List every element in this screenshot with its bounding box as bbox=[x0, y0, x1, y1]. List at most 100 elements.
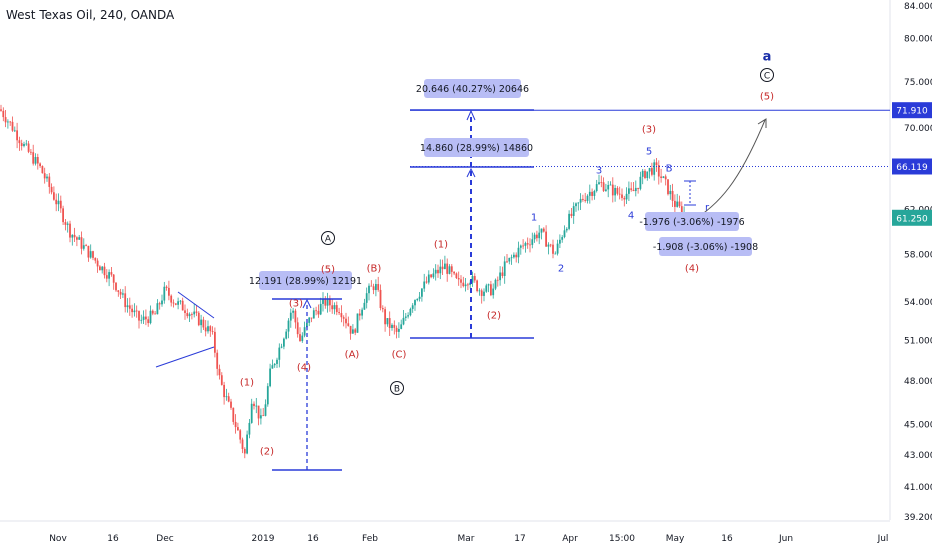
candle-body bbox=[664, 176, 667, 180]
candle-body bbox=[381, 308, 384, 310]
price-axis[interactable]: 84.00080.00075.00070.00066.00062.00058.0… bbox=[889, 0, 932, 523]
candle-body bbox=[151, 310, 154, 314]
time-tick-label: Apr bbox=[562, 534, 578, 544]
candle-body bbox=[209, 326, 212, 332]
candle-body bbox=[149, 310, 152, 324]
candle-body bbox=[181, 300, 184, 311]
candle-body bbox=[667, 179, 669, 195]
wave-label: (4) bbox=[685, 264, 699, 275]
price-tick-label: 39.200 bbox=[904, 513, 932, 523]
candle-body bbox=[492, 288, 495, 296]
candle-body bbox=[404, 316, 407, 318]
candle-body bbox=[432, 273, 435, 278]
candle-body bbox=[195, 311, 198, 313]
candle-body bbox=[611, 184, 614, 196]
candle-body bbox=[9, 121, 12, 123]
candle-body bbox=[80, 237, 83, 249]
candle-body bbox=[411, 305, 414, 309]
candle-body bbox=[292, 310, 294, 313]
price-tick-label: 41.000 bbox=[904, 483, 932, 493]
candle-body bbox=[483, 291, 485, 296]
candle-body bbox=[34, 157, 37, 164]
candle-body bbox=[317, 310, 320, 315]
candle-body bbox=[494, 279, 497, 289]
candle-body bbox=[471, 276, 474, 283]
candle-body bbox=[407, 315, 409, 317]
candle-body bbox=[365, 293, 368, 303]
candle-body bbox=[331, 305, 334, 310]
candle-body bbox=[82, 245, 85, 249]
candle-body bbox=[234, 421, 237, 428]
candle-body bbox=[296, 322, 299, 335]
candle-body bbox=[243, 448, 246, 454]
candle-body bbox=[191, 314, 193, 316]
candle-body bbox=[542, 228, 545, 232]
candle-body bbox=[625, 193, 628, 200]
candle-body bbox=[423, 281, 426, 289]
candle-body bbox=[568, 213, 570, 229]
drawings[interactable]: 20.646 (40.27%) 20646 14.860 (28.99%) 148… bbox=[155, 79, 890, 471]
candle-body bbox=[409, 308, 412, 316]
candle-body bbox=[69, 223, 71, 238]
wave-label: (A) bbox=[345, 350, 360, 361]
candle-body bbox=[501, 272, 504, 276]
candle-body bbox=[230, 401, 232, 408]
candle-body bbox=[133, 310, 136, 313]
candle-body bbox=[609, 184, 612, 186]
chart-title: West Texas Oil, 240, OANDA bbox=[6, 8, 175, 22]
candle-body bbox=[515, 254, 518, 258]
wave-label: r bbox=[705, 203, 710, 214]
candle-body bbox=[71, 234, 74, 238]
candle-body bbox=[579, 198, 582, 203]
candle-body bbox=[662, 176, 665, 178]
candle-body bbox=[299, 334, 301, 342]
time-tick-label: 16 bbox=[107, 534, 119, 544]
time-axis[interactable]: Nov 16 Dec 2019 16 Feb Mar 17 Apr 15:00 May 16 Jun Ju… bbox=[0, 520, 890, 544]
time-tick-label: 17 bbox=[514, 534, 525, 544]
candle-body bbox=[312, 310, 315, 319]
candle-body bbox=[559, 239, 561, 244]
candle-body bbox=[103, 266, 106, 276]
candle-body bbox=[94, 257, 97, 261]
price-tick-label: 54.000 bbox=[904, 298, 932, 308]
candle-body bbox=[306, 322, 308, 328]
candle-body bbox=[444, 263, 446, 270]
candle-body bbox=[377, 284, 380, 290]
candle-body bbox=[522, 245, 524, 247]
candle-body bbox=[375, 284, 377, 291]
candle-body bbox=[496, 279, 499, 281]
candle-body bbox=[490, 284, 492, 296]
candle-body bbox=[225, 396, 228, 398]
candle-body bbox=[552, 244, 554, 254]
candle-body bbox=[446, 263, 449, 274]
candle-body bbox=[391, 324, 393, 329]
candle-body bbox=[108, 272, 110, 279]
candle-body bbox=[421, 288, 423, 297]
candle-body bbox=[680, 206, 683, 216]
measure-label-box bbox=[659, 237, 752, 256]
candle-body bbox=[671, 190, 674, 201]
candle-body bbox=[508, 257, 511, 262]
candle-body bbox=[170, 295, 173, 303]
candle-body bbox=[119, 291, 122, 295]
candle-body bbox=[278, 347, 281, 360]
candle-body bbox=[660, 176, 662, 178]
candle-body bbox=[425, 281, 428, 283]
candle-body bbox=[214, 331, 216, 353]
candle-body bbox=[653, 162, 656, 175]
candle-body bbox=[386, 318, 389, 325]
candle-body bbox=[64, 222, 67, 225]
candle-body bbox=[563, 230, 566, 238]
wave-label: 2 bbox=[558, 264, 564, 275]
candle-body bbox=[246, 434, 248, 454]
candle-body bbox=[253, 403, 255, 407]
candle-body bbox=[450, 266, 453, 272]
candle-body bbox=[165, 286, 168, 288]
candle-body bbox=[503, 261, 506, 276]
wave-label-circle bbox=[760, 68, 774, 82]
candle-body bbox=[448, 266, 451, 274]
candle-body bbox=[283, 338, 285, 347]
candle-body bbox=[395, 327, 398, 332]
candle-body bbox=[499, 272, 501, 281]
